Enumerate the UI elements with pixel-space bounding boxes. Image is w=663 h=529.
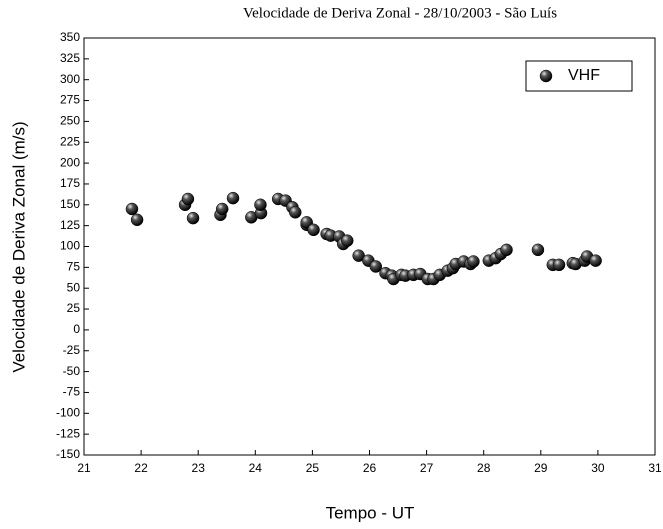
- x-tick-label: 21: [77, 461, 91, 475]
- y-tick-label: -100: [56, 405, 80, 419]
- y-tick-label: 50: [67, 280, 81, 294]
- point: [130, 213, 144, 227]
- chart-title: Velocidade de Deriva Zonal - 28/10/2003 …: [243, 5, 557, 21]
- point: [340, 234, 354, 247]
- x-tick-label: 26: [363, 461, 377, 475]
- x-tick-label: 23: [192, 461, 206, 475]
- point: [500, 243, 513, 257]
- x-tick-label: 29: [534, 461, 548, 475]
- point: [531, 243, 545, 257]
- x-tick-label: 27: [420, 461, 434, 475]
- point: [589, 254, 602, 267]
- y-tick-label: -75: [63, 385, 81, 399]
- y-tick-label: 200: [60, 155, 80, 169]
- y-tick-label: -150: [56, 447, 80, 461]
- y-tick-label: 25: [67, 301, 81, 315]
- point: [369, 260, 383, 273]
- point: [552, 258, 566, 272]
- point: [125, 202, 139, 216]
- x-tick-label: 30: [591, 461, 605, 475]
- y-tick-label: 175: [60, 176, 80, 190]
- legend-marker: [539, 69, 553, 83]
- x-tick-label: 22: [134, 461, 148, 475]
- point: [181, 192, 195, 206]
- point: [186, 211, 200, 225]
- point: [226, 191, 240, 205]
- legend-label: VHF: [568, 67, 600, 84]
- y-tick-label: -125: [56, 426, 80, 440]
- x-tick-label: 24: [249, 461, 263, 475]
- y-tick-label: 75: [67, 260, 81, 274]
- point: [289, 206, 302, 219]
- y-axis-title: Velocidade de Deriva Zonal (m/s): [9, 121, 28, 372]
- y-tick-label: 100: [60, 239, 80, 253]
- y-tick-label: 150: [60, 197, 80, 211]
- y-tick-label: 350: [60, 30, 80, 44]
- y-tick-label: 275: [60, 93, 80, 107]
- x-tick-label: 25: [306, 461, 320, 475]
- y-tick-label: -25: [63, 343, 81, 357]
- point: [215, 202, 229, 216]
- y-tick-label: 225: [60, 134, 80, 148]
- point: [467, 255, 480, 268]
- x-tick-label: 31: [648, 461, 662, 475]
- x-axis-title: Tempo - UT: [326, 503, 415, 522]
- point: [307, 223, 320, 237]
- y-tick-label: 125: [60, 218, 80, 232]
- y-tick-label: 250: [60, 114, 80, 128]
- y-tick-label: 325: [60, 51, 80, 65]
- y-tick-label: -50: [63, 364, 81, 378]
- y-tick-label: 0: [73, 322, 80, 336]
- x-tick-label: 28: [477, 461, 491, 475]
- y-tick-label: 300: [60, 72, 80, 86]
- point: [254, 198, 267, 212]
- plot-frame: [83, 37, 656, 456]
